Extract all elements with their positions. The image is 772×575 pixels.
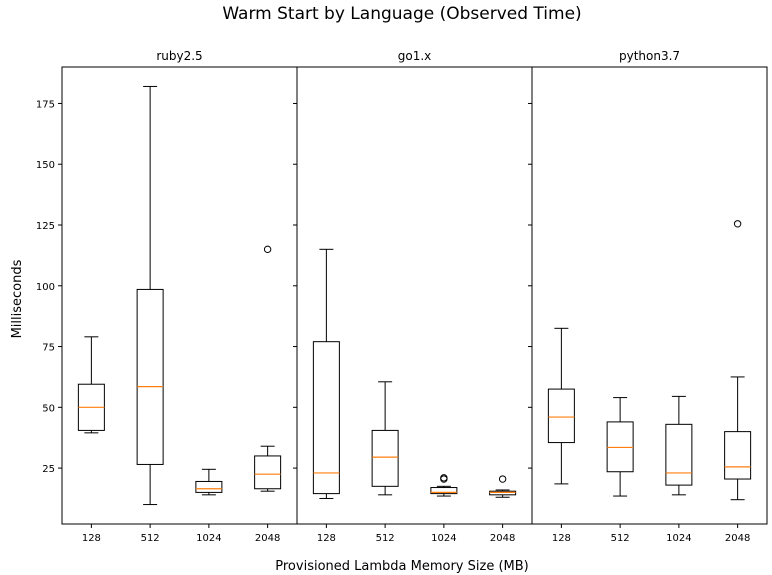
box-go1-x-1024: 1024 <box>430 474 458 544</box>
panel-title: python3.7 <box>619 49 680 63</box>
y-axis-label: Milliseconds <box>10 259 25 338</box>
iqr-box <box>312 341 340 495</box>
box-go1-x-512: 512 <box>371 381 399 544</box>
iqr-box <box>489 490 517 496</box>
outlier-point <box>263 245 272 254</box>
y-tick-label: 25 <box>42 464 55 475</box>
box-ruby2-5-2048: 2048 <box>254 245 282 544</box>
x-tick-label: 2048 <box>725 533 750 544</box>
panel-go1-x: go1.x 128 512 1024 2048 <box>293 49 533 544</box>
x-tick-label: 2048 <box>490 533 515 544</box>
box-ruby2-5-512: 512 <box>136 85 164 544</box>
panel-frame <box>531 66 768 525</box>
x-tick-label: 512 <box>611 533 630 544</box>
iqr-box <box>371 429 399 487</box>
x-tick-label: 512 <box>141 533 160 544</box>
box-ruby2-5-1024: 1024 <box>195 468 223 544</box>
x-tick-label: 128 <box>317 533 336 544</box>
y-tick-label: 125 <box>36 221 55 232</box>
iqr-box <box>724 431 752 480</box>
iqr-box <box>430 487 458 495</box>
y-tick-label: 175 <box>36 99 55 110</box>
panel-ruby2-5: ruby2.5 25 50 75 100 125 150 175 128 512 1024 2048 <box>36 49 298 544</box>
iqr-box <box>136 288 164 465</box>
iqr-box <box>606 421 634 473</box>
x-tick-label: 2048 <box>255 533 280 544</box>
outlier-point <box>733 220 742 228</box>
y-tick-label: 75 <box>42 343 55 354</box>
y-tick-label: 150 <box>36 160 55 171</box>
x-tick-label: 128 <box>552 533 571 544</box>
box-go1-x-128: 128 <box>312 248 340 544</box>
iqr-box <box>254 455 282 490</box>
panel-title: ruby2.5 <box>156 49 202 63</box>
iqr-box <box>665 423 693 486</box>
x-tick-label: 512 <box>376 533 395 544</box>
panel-title: go1.x <box>398 49 432 63</box>
x-axis-label: Provisioned Lambda Memory Size (MB) <box>275 559 528 574</box>
chart-title: Warm Start by Language (Observed Time) <box>222 4 581 24</box>
x-tick-label: 1024 <box>666 533 691 544</box>
outlier-point <box>440 474 448 482</box>
panel-python3-7: python3.7 128 512 1024 2048 <box>528 49 768 544</box>
box-ruby2-5-128: 128 <box>77 336 105 544</box>
x-tick-label: 1024 <box>431 533 456 544</box>
y-tick-label: 100 <box>36 282 55 293</box>
box-go1-x-2048: 2048 <box>489 475 517 544</box>
box-python3-7-2048: 2048 <box>724 220 752 544</box>
box-python3-7-128: 128 <box>547 327 575 544</box>
y-tick-label: 50 <box>42 403 55 414</box>
iqr-box <box>195 480 223 493</box>
x-tick-label: 1024 <box>196 533 221 544</box>
outlier-point <box>498 475 507 483</box>
box-python3-7-512: 512 <box>606 397 634 544</box>
box-python3-7-1024: 1024 <box>665 395 693 544</box>
x-tick-label: 128 <box>82 533 101 544</box>
iqr-box <box>547 388 575 444</box>
